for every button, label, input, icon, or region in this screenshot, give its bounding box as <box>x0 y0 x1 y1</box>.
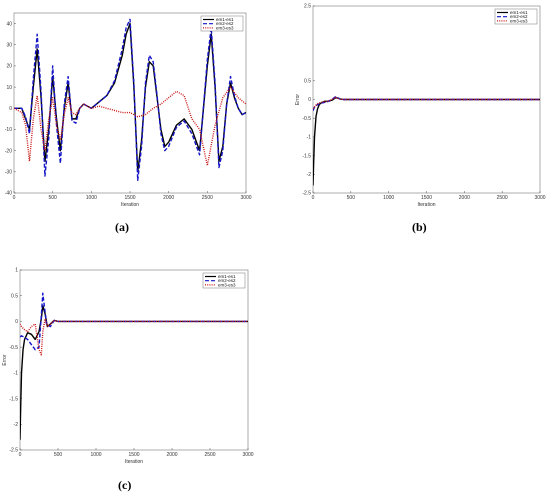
series-line-em3-es3 <box>20 318 248 356</box>
y-tick-label: 2.5 <box>304 4 311 10</box>
x-tick-label: 2000 <box>166 452 177 458</box>
legend-label: em1-es1 <box>218 274 236 279</box>
y-tick-label: 0 <box>9 106 12 112</box>
plot-area <box>13 12 247 194</box>
x-tick-label: 0 <box>13 195 16 201</box>
chart-b-svg: 0 500 1000 1500 2000 2500 3000 2.5 0.5 0 -0.5 -1 -1.… <box>295 4 546 208</box>
y-tick-label: -1.5 <box>9 396 18 402</box>
chart-panel-b: 0 500 1000 1500 2000 2500 3000 2.5 0.5 0 -0.5 -1 -1.… <box>295 4 550 208</box>
y-tick-label: -1 <box>14 371 19 377</box>
y-tick-label: -2.5 <box>302 191 311 197</box>
legend-label: em2-es2 <box>216 21 234 26</box>
x-tick-label: 1000 <box>383 195 394 201</box>
legend-label: em3-es3 <box>216 25 234 30</box>
chart-a-svg: 0 500 1000 1500 2000 2500 3000 40 30 20 10 0 -10 -20 -… <box>0 12 252 208</box>
y-tick-label: -2 <box>307 172 312 178</box>
legend-label: em3-es3 <box>510 18 528 23</box>
legend-label: em1-es1 <box>216 17 234 22</box>
chart-c-svg: 0 500 1000 1500 2000 2500 3000 1 0.5 0 -0.5 -1 -1.5 -… <box>2 268 254 465</box>
y-tick-label: 30 <box>6 42 12 48</box>
x-tick-label: 500 <box>54 452 63 458</box>
x-tick-label: 1500 <box>421 195 432 201</box>
x-tick-label: 2500 <box>497 195 508 201</box>
y-tick-label: -0.5 <box>9 345 18 351</box>
x-tick-label: 2000 <box>459 195 470 201</box>
y-axis-label: Error <box>0 97 2 108</box>
y-tick-label: -0.5 <box>302 116 311 122</box>
y-tick-label: -10 <box>5 127 12 133</box>
y-axis-label: Error <box>295 94 301 105</box>
x-tick-label: 3000 <box>534 195 545 201</box>
caption-b: (b) <box>412 220 427 234</box>
x-tick-label: 3000 <box>240 195 251 201</box>
x-tick-label: 2000 <box>163 195 174 201</box>
y-tick-label: 0 <box>15 319 18 325</box>
x-tick-label: 0 <box>19 452 22 458</box>
x-axis-label: Iteration <box>121 202 139 208</box>
legend-label: em3-es3 <box>218 282 236 287</box>
series-line-em3-es3 <box>313 96 540 110</box>
y-tick-label: -2.5 <box>9 448 18 454</box>
caption-a: (a) <box>115 220 129 234</box>
legend-label: em2-es2 <box>218 278 236 283</box>
plot-area <box>19 269 249 451</box>
legend-label: em2-es2 <box>510 14 528 19</box>
y-tick-label: -1.5 <box>302 153 311 159</box>
y-tick-label: 1 <box>15 268 18 274</box>
y-axis-label: Error <box>2 354 8 365</box>
y-tick-label: 40 <box>6 21 12 27</box>
y-tick-label: 10 <box>6 85 12 91</box>
chart-panel-c: 0 500 1000 1500 2000 2500 3000 1 0.5 0 -0.5 -1 -1.5 -… <box>0 265 260 465</box>
y-tick-label: -20 <box>5 148 12 154</box>
legend-label: em1-es1 <box>510 10 528 15</box>
x-tick-label: 3000 <box>242 452 253 458</box>
x-tick-label: 500 <box>48 195 57 201</box>
x-tick-label: 1000 <box>86 195 97 201</box>
y-tick-label: -30 <box>5 170 12 176</box>
y-tick-label: -40 <box>5 191 12 197</box>
x-axis-label: Iteration <box>125 459 143 465</box>
series-line-em2-es2 <box>14 18 246 181</box>
x-tick-label: 2500 <box>204 452 215 458</box>
series-line-em3-es3 <box>14 86 246 167</box>
x-tick-label: 1500 <box>128 452 139 458</box>
x-tick-label: 2500 <box>202 195 213 201</box>
x-tick-label: 500 <box>347 195 356 201</box>
y-tick-label: 20 <box>6 64 12 70</box>
y-tick-label: -2 <box>14 422 19 428</box>
x-tick-label: 1000 <box>90 452 101 458</box>
chart-panel-a: 0 500 1000 1500 2000 2500 3000 40 30 20 10 0 -10 -20 -… <box>0 5 260 208</box>
caption-c: (c) <box>118 478 132 492</box>
x-axis-label: Iteration <box>417 202 435 208</box>
y-tick-label: -1 <box>307 135 312 141</box>
x-tick-label: 1500 <box>124 195 135 201</box>
x-tick-label: 0 <box>312 195 315 201</box>
y-tick-label: 0.5 <box>304 79 311 85</box>
y-tick-label: 0 <box>308 97 311 103</box>
y-tick-label: 0.5 <box>11 293 18 299</box>
